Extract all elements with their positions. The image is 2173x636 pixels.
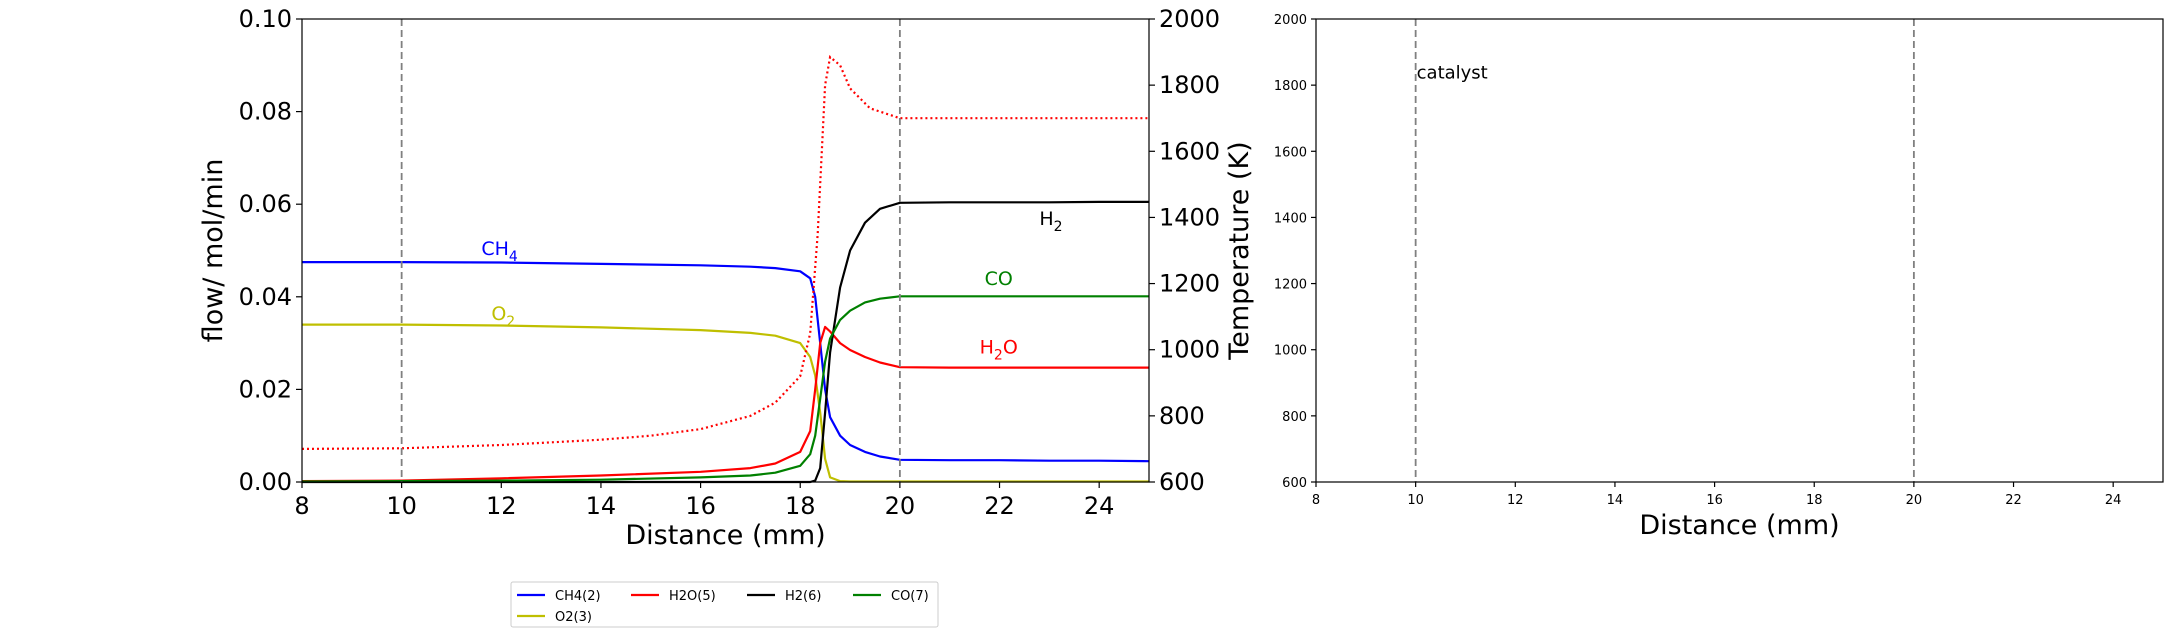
chart2-x-axis-label: Distance (mm) — [1639, 510, 1839, 541]
legend-label-co-7: CO(7) — [891, 589, 929, 604]
legend-label-ch4-2: CH4(2) — [555, 589, 601, 604]
chart1-y2-axis-label: Temperature (K) — [1224, 141, 1255, 360]
y-tick-label: 0.02 — [239, 375, 292, 403]
x-tick-label: 14 — [586, 492, 617, 520]
y2-tick-label: 1400 — [1159, 203, 1220, 231]
catalyst-label: catalyst — [1417, 63, 1488, 84]
x-tick-label: 20 — [1906, 493, 1923, 508]
x-tick-label: 16 — [1706, 493, 1723, 508]
chart1-x-axis-label: Distance (mm) — [625, 520, 825, 551]
chart1-x-ticks: 8 10 12 14 16 18 20 22 24 — [294, 482, 1114, 520]
x-tick-label: 22 — [984, 492, 1015, 520]
x-tick-label: 12 — [486, 492, 517, 520]
annotation-h2o: H2O — [980, 336, 1018, 363]
chart1-frame — [301, 18, 1150, 483]
legend-label-o2-3: O2(3) — [555, 610, 592, 625]
y-tick-label: 1000 — [1274, 344, 1307, 359]
temperature-profile-chart: 8 10 12 14 16 18 20 22 24 600 800 1000 1200 1400 1600… — [1274, 13, 2164, 541]
y2-tick-label: 1200 — [1159, 270, 1220, 298]
y-tick-label: 0.10 — [239, 5, 292, 33]
x-tick-label: 18 — [785, 492, 816, 520]
y2-tick-label: 600 — [1159, 468, 1205, 496]
legend: CH4(2) H2O(5) H2(6) CO(7) O2(3) — [510, 581, 939, 628]
annotation-h2: H2 — [1039, 208, 1062, 235]
x-tick-label: 8 — [1312, 493, 1320, 508]
legend-box — [510, 581, 939, 628]
x-tick-label: 16 — [685, 492, 716, 520]
chart1-y-ticks: 0.00 0.02 0.04 0.06 0.08 0.10 — [239, 5, 302, 496]
y2-tick-label: 1800 — [1159, 71, 1220, 99]
y2-tick-label: 1000 — [1159, 336, 1220, 364]
series-line-co-7 — [301, 295, 1149, 483]
y-tick-label: 2000 — [1274, 13, 1307, 28]
series-line-h2o-5 — [301, 325, 1149, 483]
y-tick-label: 1400 — [1274, 211, 1307, 226]
y-tick-label: 1600 — [1274, 145, 1307, 160]
x-tick-label: 24 — [2105, 493, 2122, 508]
annotation-ch4: CH4 — [481, 238, 518, 265]
x-tick-label: 10 — [1407, 493, 1424, 508]
chart2-frame — [1315, 18, 2164, 483]
x-tick-label: 10 — [386, 492, 417, 520]
y-tick-label: 0.08 — [239, 98, 292, 126]
x-tick-label: 20 — [885, 492, 916, 520]
legend-label-h2o-5: H2O(5) — [669, 589, 716, 604]
chart2-catalyst-lines — [1414, 19, 1915, 482]
y-tick-label: 0.00 — [239, 468, 292, 496]
chart2-y-ticks: 600 800 1000 1200 1400 1600 1800 2000 — [1274, 13, 1316, 491]
y2-tick-label: 800 — [1159, 402, 1205, 430]
annotation-co: CO — [985, 268, 1013, 290]
chart1-annotations: CH4 O2 H2 CO H2O — [481, 208, 1062, 363]
chart1-y2-ticks: 600 800 1000 1200 1400 1600 1800 2000 — [1149, 5, 1220, 496]
y-tick-label: 0.06 — [239, 190, 292, 218]
chart1-catalyst-lines — [400, 19, 901, 482]
y-tick-label: 0.04 — [239, 283, 292, 311]
x-tick-label: 8 — [294, 492, 309, 520]
y-tick-label: 1200 — [1274, 278, 1307, 293]
x-tick-label: 14 — [1607, 493, 1624, 508]
x-tick-label: 24 — [1084, 492, 1115, 520]
y-tick-label: 600 — [1282, 476, 1307, 491]
x-tick-label: 22 — [2005, 493, 2022, 508]
chart2-x-ticks: 8 10 12 14 16 18 20 22 24 — [1312, 482, 2122, 508]
y-tick-label: 800 — [1282, 410, 1307, 425]
y-tick-label: 1800 — [1274, 79, 1307, 94]
chart1-y-axis-label: flow/ mol/min — [198, 159, 229, 343]
y2-tick-label: 2000 — [1159, 5, 1220, 33]
x-tick-label: 18 — [1806, 493, 1823, 508]
series-line-ch4-2 — [302, 261, 1150, 463]
y2-tick-label: 1600 — [1159, 137, 1220, 165]
x-tick-label: 12 — [1507, 493, 1524, 508]
annotation-o2: O2 — [491, 303, 515, 330]
legend-label-h2-6: H2(6) — [785, 589, 821, 604]
